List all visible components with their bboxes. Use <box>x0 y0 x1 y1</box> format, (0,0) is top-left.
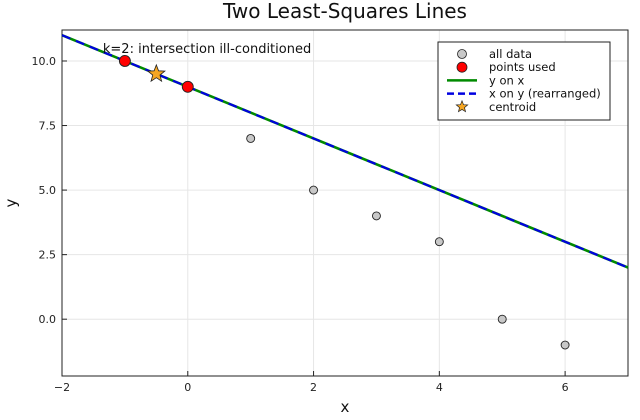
data-point-all-data <box>371 211 381 221</box>
series-points <box>118 55 570 350</box>
y-tick-label: 0.0 <box>39 313 57 326</box>
chart-title: Two Least-Squares Lines <box>222 0 467 23</box>
y-tick-label: 5.0 <box>39 184 57 197</box>
data-point-all-data <box>560 340 570 350</box>
legend-label: centroid <box>489 100 536 114</box>
legend-swatch-marker <box>457 49 467 59</box>
legend-label: points used <box>489 60 556 74</box>
series-line-x-on-y-rearranged <box>61 34 629 269</box>
y-tick-label: 7.5 <box>39 120 57 133</box>
x-tick-label: −2 <box>54 381 70 394</box>
data-point-all-data <box>434 237 444 247</box>
x-axis-ticks: −2 0 2 4 6 <box>54 371 569 394</box>
data-point-all-data <box>309 185 319 195</box>
centroid-marker <box>146 63 166 83</box>
x-tick-label: 4 <box>436 381 443 394</box>
data-point-points-used <box>181 80 194 93</box>
legend-label: all data <box>489 47 532 61</box>
x-axis-label: x <box>341 398 350 416</box>
plot-area-frame <box>61 29 629 377</box>
data-point-points-used <box>118 55 131 67</box>
legend-label: y on x <box>489 73 524 87</box>
y-axis-label: y <box>2 198 20 207</box>
legend-swatch-star <box>455 99 469 113</box>
annotation-text: k=2: intersection ill-conditioned <box>103 42 311 57</box>
legend-label: x on y (rearranged) <box>489 87 601 101</box>
data-point-all-data <box>246 133 256 143</box>
x-tick-label: 0 <box>184 381 191 394</box>
y-axis-ticks: 0.0 2.5 5.0 7.5 10.0 <box>32 55 67 326</box>
data-point-all-data <box>497 314 507 324</box>
legend-swatch-marker <box>456 61 468 73</box>
y-tick-label: 10.0 <box>32 55 57 68</box>
x-tick-label: 6 <box>562 381 569 394</box>
y-tick-label: 2.5 <box>39 249 57 262</box>
x-tick-label: 2 <box>310 381 317 394</box>
